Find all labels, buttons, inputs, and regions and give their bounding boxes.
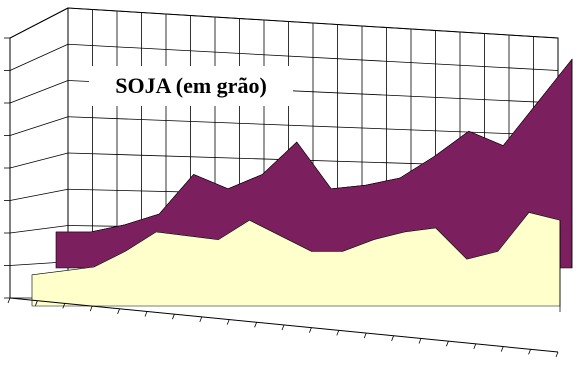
gridline-left [9,80,69,104]
gridline-left [9,43,69,71]
x-tick [446,341,449,347]
x-tick [117,308,120,314]
x-tick [528,349,531,355]
chart-title: SOJA (em grão) [89,66,293,106]
x-tick [172,314,175,320]
gridline-left [9,225,69,234]
gridline-left [9,188,69,201]
x-tick [35,300,38,306]
x-tick [309,327,312,333]
x-tick [144,311,148,317]
x-tick [555,351,559,358]
x-tick [254,322,257,328]
x-tick [391,335,394,341]
x-tick [418,338,422,344]
x-tick [500,346,504,352]
chart-floor [7,297,559,358]
series-front-front-face [31,212,561,307]
gridline-left [9,116,69,136]
gridline-left [9,7,69,39]
x-tick [473,343,477,350]
gridline-left [9,152,69,169]
x-tick [7,297,11,304]
x-tick [336,330,340,336]
x-tick [363,332,367,339]
x-tick [226,319,230,325]
x-tick [89,305,93,312]
x-tick [281,324,285,331]
x-tick [199,316,203,323]
front-series [31,211,561,312]
back-series [55,58,573,269]
x-tick [62,303,66,309]
